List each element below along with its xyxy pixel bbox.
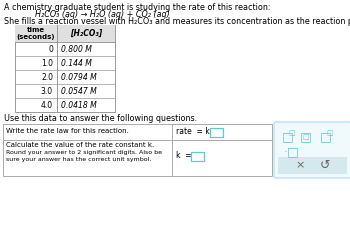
Text: H₂CO₃ (aq) → H₂O (aq) + CO₂ (aq): H₂CO₃ (aq) → H₂O (aq) + CO₂ (aq) xyxy=(35,10,170,19)
Text: □: □ xyxy=(303,134,309,140)
Bar xyxy=(278,157,347,174)
Text: 0.800 M: 0.800 M xyxy=(61,44,92,54)
Text: 0.144 M: 0.144 M xyxy=(61,59,92,67)
Text: ×: × xyxy=(295,161,305,171)
Text: □: □ xyxy=(282,130,294,144)
Text: Round your answer to 2 significant digits. Also be: Round your answer to 2 significant digit… xyxy=(6,150,162,155)
Text: 1.0: 1.0 xyxy=(41,59,53,67)
Text: [H₂CO₃]: [H₂CO₃] xyxy=(70,29,102,38)
Text: □: □ xyxy=(320,130,332,144)
Text: ↺: ↺ xyxy=(320,159,330,172)
Text: Calculate the value of the rate constant k.: Calculate the value of the rate constant… xyxy=(6,142,154,148)
Text: She fills a reaction vessel with H₂CO₃ and measures its concentration as the rea: She fills a reaction vessel with H₂CO₃ a… xyxy=(4,17,350,26)
Text: □: □ xyxy=(300,130,312,144)
Bar xyxy=(15,25,115,42)
Text: 0: 0 xyxy=(48,44,53,54)
FancyBboxPatch shape xyxy=(274,122,350,178)
Text: Write the rate law for this reaction.: Write the rate law for this reaction. xyxy=(6,128,129,134)
Bar xyxy=(210,128,223,137)
Text: 2.0: 2.0 xyxy=(41,73,53,82)
Text: □: □ xyxy=(327,130,333,136)
Text: 0.0418 M: 0.0418 M xyxy=(61,101,97,110)
Text: □: □ xyxy=(289,130,295,136)
Text: 0.0547 M: 0.0547 M xyxy=(61,86,97,95)
Text: rate  = k: rate = k xyxy=(176,128,210,137)
Text: □: □ xyxy=(287,145,299,158)
Text: 3.0: 3.0 xyxy=(41,86,53,95)
Text: sure your answer has the correct unit symbol.: sure your answer has the correct unit sy… xyxy=(6,157,151,162)
Text: time
(seconds): time (seconds) xyxy=(17,27,55,40)
Bar xyxy=(15,25,115,112)
Bar xyxy=(191,152,204,161)
Bar xyxy=(15,25,115,42)
Text: Use this data to answer the following questions.: Use this data to answer the following qu… xyxy=(4,114,197,123)
Text: A chemistry graduate student is studying the rate of this reaction:: A chemistry graduate student is studying… xyxy=(4,3,271,12)
Text: ·: · xyxy=(284,147,288,157)
Text: k  =: k = xyxy=(176,152,192,161)
Bar xyxy=(3,124,272,176)
Text: 4.0: 4.0 xyxy=(41,101,53,110)
Text: 0.0794 M: 0.0794 M xyxy=(61,73,97,82)
